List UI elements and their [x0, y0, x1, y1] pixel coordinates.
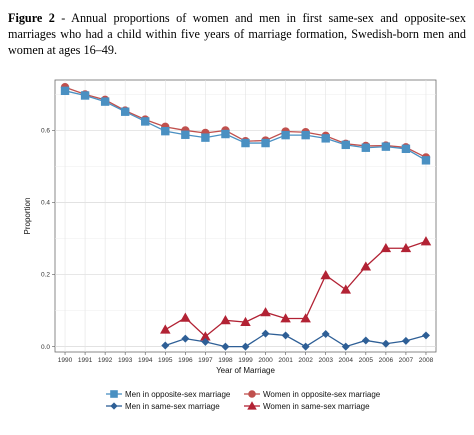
legend-label: Women in opposite-sex marriage	[263, 390, 381, 399]
x-tick-label: 2008	[419, 357, 434, 364]
data-point-triangle	[220, 315, 231, 325]
data-point-triangle	[260, 307, 271, 317]
legend-item: Men in opposite-sex marriage	[106, 390, 231, 399]
data-point-diamond	[181, 334, 190, 343]
data-point-triangle	[160, 324, 171, 334]
x-tick-label: 1992	[98, 357, 113, 364]
grid-layer	[54, 79, 437, 353]
data-point-square	[241, 138, 250, 148]
data-point-triangle	[180, 312, 191, 322]
legend-label: Women in same-sex marriage	[263, 402, 370, 411]
data-point-square	[80, 91, 90, 100]
data-point-square	[60, 86, 70, 96]
data-point-diamond	[221, 342, 230, 351]
y-tick-label: 0.6	[41, 128, 50, 135]
data-point-diamond	[321, 329, 330, 338]
x-tick-label: 2000	[258, 357, 273, 364]
legend-diamond-marker	[110, 402, 118, 410]
data-point-triangle	[320, 270, 331, 280]
x-tick-label: 1995	[158, 357, 173, 364]
x-tick-label: 1990	[58, 357, 73, 364]
data-point-diamond	[401, 336, 410, 345]
series-layer	[60, 83, 432, 351]
data-point-square	[381, 142, 391, 151]
x-tick-label: 2003	[318, 357, 333, 364]
data-point-triangle	[280, 313, 291, 323]
legend-square-marker	[110, 390, 118, 398]
x-tick-label: 2001	[278, 357, 293, 364]
data-point-square	[361, 143, 371, 152]
data-point-square	[341, 140, 350, 150]
data-point-square	[161, 126, 170, 136]
x-tick-label: 2004	[339, 357, 354, 364]
legend-item: Women in opposite-sex marriage	[244, 390, 381, 399]
legend-item: Men in same-sex marriage	[106, 402, 220, 411]
x-tick-label: 1999	[238, 357, 253, 364]
data-point-square	[181, 130, 190, 139]
data-point-triangle	[200, 331, 211, 341]
data-point-triangle	[420, 236, 432, 246]
x-tick-label: 2005	[359, 357, 374, 364]
data-point-triangle	[380, 242, 392, 253]
figure-caption-text: - Annual proportions of women and men in…	[8, 11, 466, 57]
x-tick-label: 1994	[138, 357, 153, 364]
data-point-diamond	[201, 337, 210, 346]
data-point-diamond	[261, 329, 270, 338]
data-point-triangle	[360, 261, 372, 271]
data-point-diamond	[301, 342, 310, 351]
data-point-triangle	[240, 316, 251, 327]
y-tick-label: 0.4	[41, 200, 50, 207]
series-triangle	[160, 236, 432, 341]
x-tick-label: 2007	[399, 357, 414, 364]
figure-label: Figure 2	[8, 11, 55, 25]
x-tick-label: 1993	[118, 357, 133, 364]
data-point-diamond	[161, 341, 170, 350]
data-point-square	[401, 144, 411, 154]
data-point-square	[321, 134, 330, 143]
data-point-triangle	[400, 242, 412, 253]
data-point-square	[281, 130, 290, 140]
x-tick-label: 2002	[298, 357, 313, 364]
x-tick-label: 1998	[218, 357, 233, 364]
data-point-square	[421, 156, 431, 165]
data-point-triangle	[300, 313, 311, 323]
legend-label: Men in same-sex marriage	[125, 402, 220, 411]
data-point-square	[201, 133, 210, 142]
x-axis-title: Year of Marriage	[216, 366, 275, 375]
legend-item: Women in same-sex marriage	[244, 401, 370, 411]
data-point-square	[261, 138, 270, 148]
y-tick-label: 0.2	[41, 272, 50, 279]
series-square	[60, 86, 431, 165]
legend-label: Men in opposite-sex marriage	[125, 390, 231, 399]
legend: Men in opposite-sex marriage Women in opp…	[106, 390, 381, 411]
x-tick-label: 1991	[78, 357, 93, 364]
x-tick-label: 1996	[178, 357, 193, 364]
legend-circle-marker	[248, 390, 256, 398]
data-point-square	[120, 107, 130, 116]
data-point-square	[301, 130, 310, 140]
y-tick-label: 0.0	[41, 344, 50, 351]
data-point-triangle	[340, 284, 352, 294]
data-point-diamond	[281, 331, 290, 340]
data-point-diamond	[421, 331, 430, 340]
data-point-square	[141, 117, 150, 126]
data-point-diamond	[381, 339, 390, 348]
data-point-diamond	[341, 342, 350, 351]
data-point-diamond	[361, 336, 370, 345]
legend-triangle-marker	[247, 401, 257, 410]
axis-layer: 0.0 0.2 0.4 0.6 1990 1991 1992 1993 1994 1995 1996…	[41, 128, 434, 364]
data-point-square	[221, 129, 230, 139]
data-point-diamond	[241, 342, 250, 351]
x-tick-label: 1997	[198, 357, 213, 364]
x-tick-label: 2006	[379, 357, 394, 364]
series-line	[164, 240, 427, 338]
figure-caption: Figure 2 - Annual proportions of women a…	[8, 10, 466, 58]
series-diamond	[161, 329, 430, 351]
data-point-square	[100, 97, 110, 106]
y-axis-title: Proportion	[23, 198, 32, 235]
